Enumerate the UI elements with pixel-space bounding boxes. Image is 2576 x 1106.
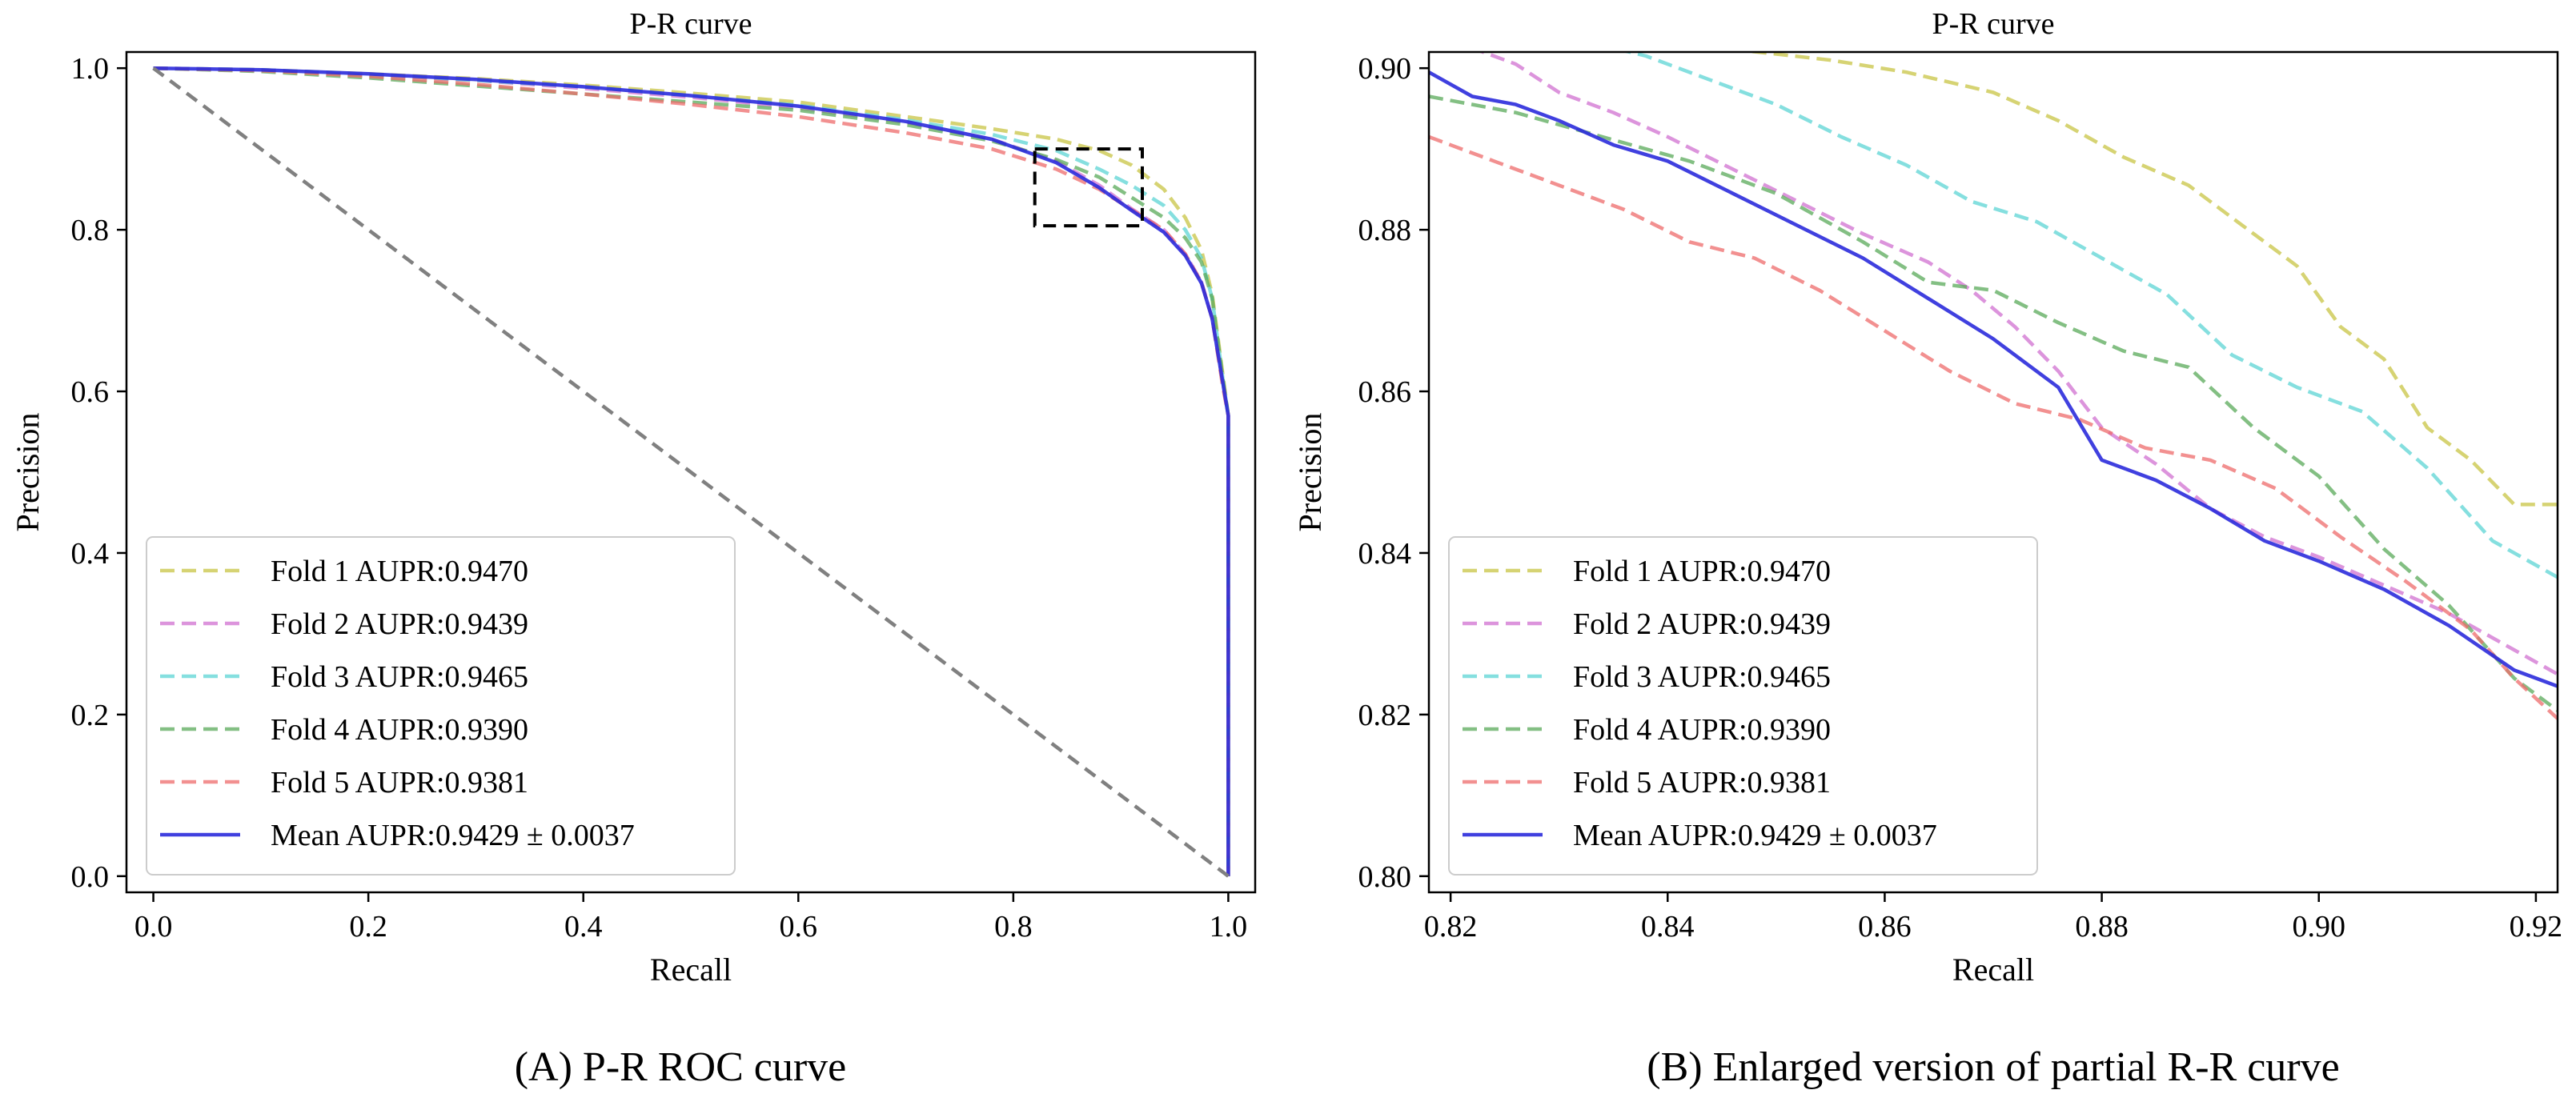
panel-a-series-mean [153, 66, 1230, 876]
panel-b-legend: Fold 1 AUPR:0.9470 Fold 2 AUPR:0.9439 Fold… [1448, 536, 2038, 876]
panel-b-xtick-label: 0.86 [1858, 910, 1912, 944]
panel-a-title: P-R curve [629, 7, 752, 41]
panel-b-title: P-R curve [1932, 7, 2054, 41]
panel-b-xtick-label: 0.92 [2510, 910, 2563, 944]
panel-b-xtick-label: 0.88 [2075, 910, 2129, 944]
panel-a-legend: Fold 1 AUPR:0.9470 Fold 2 AUPR:0.9439 Fold… [146, 536, 736, 876]
panel-a-xtick-label: 0.6 [780, 910, 818, 944]
panel-a-legend-label: Fold 1 AUPR:0.9470 [271, 555, 528, 588]
panel-a-ytick-label: 0.2 [71, 699, 110, 732]
panel-b-legend-frame [1448, 536, 2038, 876]
panel-a-xtick-label: 0.8 [994, 910, 1033, 944]
panel-a-ytick-label: 1.0 [71, 52, 110, 86]
panel-b-legend-label: Fold 4 AUPR:0.9390 [1573, 713, 1831, 747]
panel-a-xtick-label: 0.0 [134, 910, 173, 944]
panel-a-legend-label: Fold 4 AUPR:0.9390 [271, 713, 528, 747]
panel-b-legend-label: Mean AUPR:0.9429 ± 0.0037 [1573, 819, 1937, 852]
panel-a-xtick-label: 0.4 [564, 910, 603, 944]
panel-a-plot-frame [125, 50, 1257, 894]
panel-b-ytick-label: 0.88 [1358, 214, 1412, 247]
panel-b-ylabel: Precision [1292, 413, 1328, 532]
panel-b-caption: (B) Enlarged version of partial R-R curv… [1647, 1044, 2339, 1090]
panel-b-series-fold-1 [1741, 52, 2558, 507]
panel-b-xtick-label: 0.82 [1424, 910, 1478, 944]
panel-b-series-fold-3 [1622, 52, 2558, 579]
panel-b-xtick-label: 0.90 [2292, 910, 2345, 944]
panel-a-ytick-label: 0.0 [71, 860, 110, 894]
panel-b-xtick-label: 0.84 [1641, 910, 1695, 944]
panel-b-ytick-label: 0.82 [1358, 699, 1412, 732]
panel-a-legend-label: Fold 3 AUPR:0.9465 [271, 660, 528, 694]
panel-b-ytick-label: 0.84 [1358, 537, 1412, 571]
panel-a-ytick-label: 0.4 [71, 537, 110, 571]
panel-a-xtick-label: 1.0 [1210, 910, 1248, 944]
panel-a-legend-frame [146, 536, 736, 876]
zoom-region-box [1033, 147, 1144, 228]
panel-b-legend-label: Fold 1 AUPR:0.9470 [1573, 555, 1831, 588]
panel-a-series-fold-4 [153, 66, 1230, 876]
panel-b-legend-label: Fold 5 AUPR:0.9381 [1573, 766, 1831, 799]
panel-b-xlabel: Recall [1952, 952, 2034, 988]
panel-a: P-R curve 0.0 0.2 0.4 0.6 0.8 1.0 0.0 0.2 0.4 0.6… [10, 7, 1257, 1090]
panel-a-series-baseline [152, 66, 1230, 878]
panel-b-ytick-label: 0.86 [1358, 375, 1412, 409]
panel-b-series-mean [1429, 70, 2558, 688]
panel-a-ylabel: Precision [10, 413, 46, 532]
panel-b-plot-frame [1427, 50, 2559, 894]
panel-b: P-R curve 0.82 0.84 0.86 0.88 0.90 0.92 0.80 0.… [1292, 7, 2563, 1090]
panel-b-series-fold-5 [1429, 134, 2558, 720]
panel-a-ytick-label: 0.8 [71, 214, 110, 247]
panel-a-caption: (A) P-R ROC curve [515, 1044, 847, 1090]
panel-a-legend-label: Fold 5 AUPR:0.9381 [271, 766, 528, 799]
panel-a-xtick-label: 0.2 [349, 910, 387, 944]
panel-a-legend-label: Fold 2 AUPR:0.9439 [271, 607, 528, 641]
panel-b-legend-label: Fold 2 AUPR:0.9439 [1573, 607, 1831, 641]
panel-a-legend-label: Mean AUPR:0.9429 ± 0.0037 [271, 819, 635, 852]
panel-b-series-fold-2 [1478, 52, 2558, 676]
panel-b-legend-label: Fold 3 AUPR:0.9465 [1573, 660, 1831, 694]
panel-a-xlabel: Recall [650, 952, 732, 988]
panel-b-series-fold-4 [1429, 94, 2558, 712]
panel-b-ytick-label: 0.80 [1358, 860, 1412, 894]
panel-b-ytick-label: 0.90 [1358, 52, 1412, 86]
panel-a-ytick-label: 0.6 [71, 375, 110, 409]
